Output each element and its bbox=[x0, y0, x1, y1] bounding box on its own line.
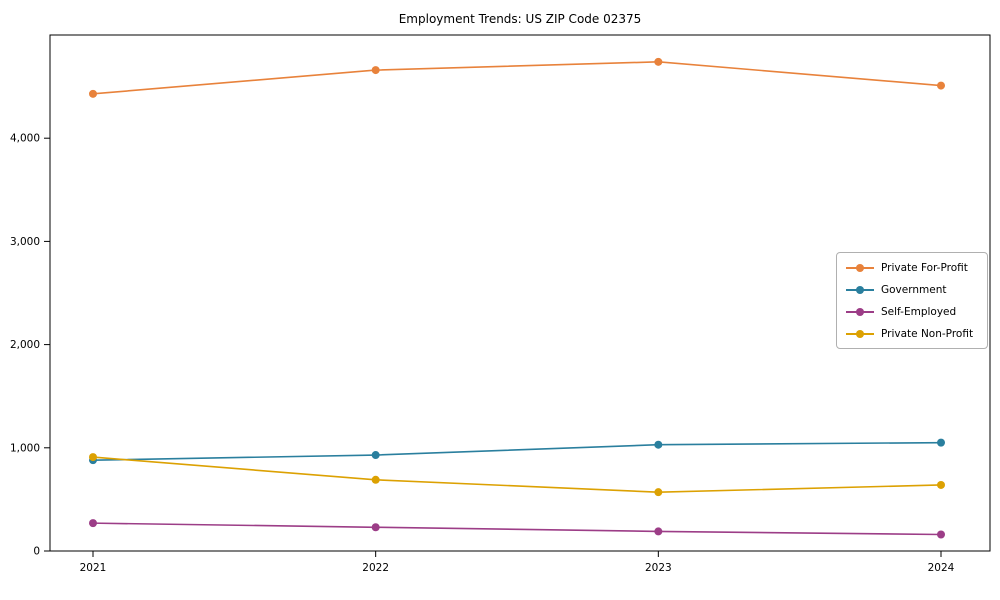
series-marker bbox=[937, 81, 945, 90]
series-marker bbox=[89, 519, 97, 528]
series-marker bbox=[371, 523, 380, 532]
legend-entry: Private For-Profit bbox=[846, 260, 978, 275]
legend-label: Private For-Profit bbox=[881, 261, 968, 274]
y-tick-label: 3,000 bbox=[10, 236, 40, 248]
series-marker bbox=[371, 475, 380, 484]
y-tick-label: 4,000 bbox=[10, 133, 40, 145]
legend-label: Government bbox=[881, 283, 947, 296]
legend-label: Private Non-Profit bbox=[881, 327, 974, 340]
series-marker bbox=[654, 527, 663, 536]
x-tick-label: 2023 bbox=[645, 562, 672, 574]
series-line bbox=[92, 441, 942, 461]
series-marker bbox=[654, 488, 663, 497]
series-line bbox=[92, 456, 942, 493]
series-marker bbox=[371, 451, 380, 460]
series-marker bbox=[654, 57, 663, 66]
x-tick-label: 2024 bbox=[928, 562, 955, 574]
legend-label: Self-Employed bbox=[881, 305, 957, 318]
series-marker bbox=[937, 480, 945, 489]
y-tick-label: 2,000 bbox=[10, 339, 40, 351]
legend: Private For-Profit Government Self-Employe… bbox=[836, 252, 988, 349]
legend-swatch bbox=[846, 263, 874, 273]
legend-marker-sample bbox=[856, 329, 864, 338]
series-line bbox=[92, 61, 942, 95]
series-line bbox=[92, 522, 942, 536]
series-marker bbox=[371, 66, 380, 75]
y-tick-label: 1,000 bbox=[10, 442, 40, 454]
series-marker bbox=[654, 440, 663, 449]
y-tick-label: 0 bbox=[33, 546, 40, 558]
plot-border bbox=[49, 34, 991, 552]
x-tick-label: 2022 bbox=[362, 562, 389, 574]
legend-swatch bbox=[846, 285, 874, 295]
series-marker bbox=[89, 453, 97, 462]
legend-swatch bbox=[846, 307, 874, 317]
legend-marker-sample bbox=[856, 285, 864, 294]
legend-entry: Self-Employed bbox=[846, 304, 978, 319]
legend-entry: Government bbox=[846, 282, 978, 297]
legend-marker-sample bbox=[856, 307, 864, 316]
legend-entry: Private Non-Profit bbox=[846, 326, 978, 341]
series-marker bbox=[937, 530, 945, 539]
chart-title: Employment Trends: US ZIP Code 02375 bbox=[398, 12, 642, 26]
series-marker bbox=[937, 438, 945, 447]
x-tick-label: 2021 bbox=[80, 562, 107, 574]
legend-marker-sample bbox=[856, 263, 864, 272]
legend-swatch bbox=[846, 329, 874, 339]
series-marker bbox=[89, 89, 97, 98]
